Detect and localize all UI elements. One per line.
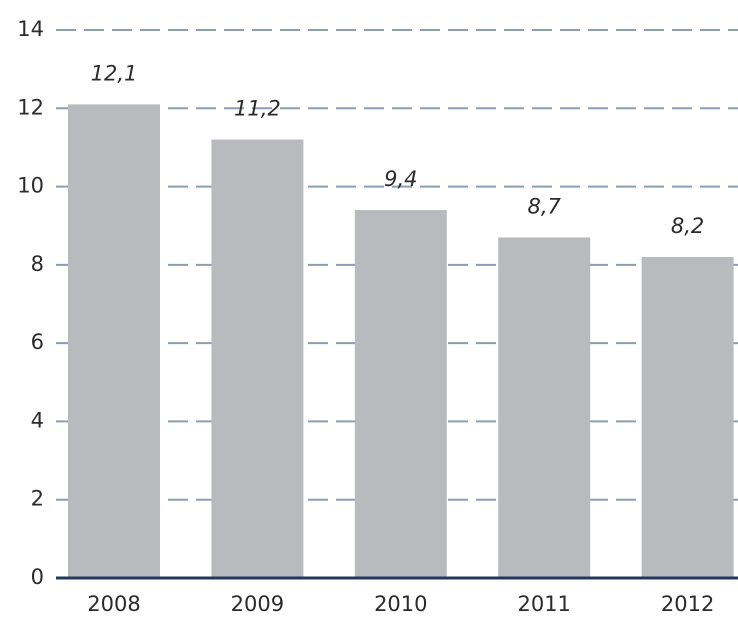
- x-tick-label: 2010: [374, 592, 427, 616]
- x-tick-label: 2012: [661, 592, 714, 616]
- bar: [641, 257, 734, 578]
- value-label: 11,2: [234, 97, 281, 121]
- y-tick-label: 8: [31, 252, 44, 276]
- y-tick-label: 6: [31, 330, 44, 354]
- y-tick-label: 0: [31, 565, 44, 589]
- y-tick-label: 4: [31, 408, 44, 432]
- value-label: 12,1: [91, 61, 138, 85]
- value-label: 8,7: [527, 194, 561, 218]
- bar: [498, 237, 591, 578]
- y-tick-label: 14: [17, 17, 44, 41]
- bar: [354, 210, 447, 579]
- y-tick-label: 12: [17, 95, 44, 119]
- value-label: 9,4: [384, 167, 417, 191]
- bar: [68, 104, 160, 578]
- y-tick-label: 10: [17, 174, 44, 198]
- x-tick-label: 2008: [87, 592, 140, 616]
- value-label: 8,2: [671, 214, 704, 238]
- y-tick-label: 2: [31, 487, 44, 511]
- x-tick-label: 2009: [231, 592, 284, 616]
- bar: [211, 139, 304, 578]
- x-tick-label: 2011: [517, 592, 570, 616]
